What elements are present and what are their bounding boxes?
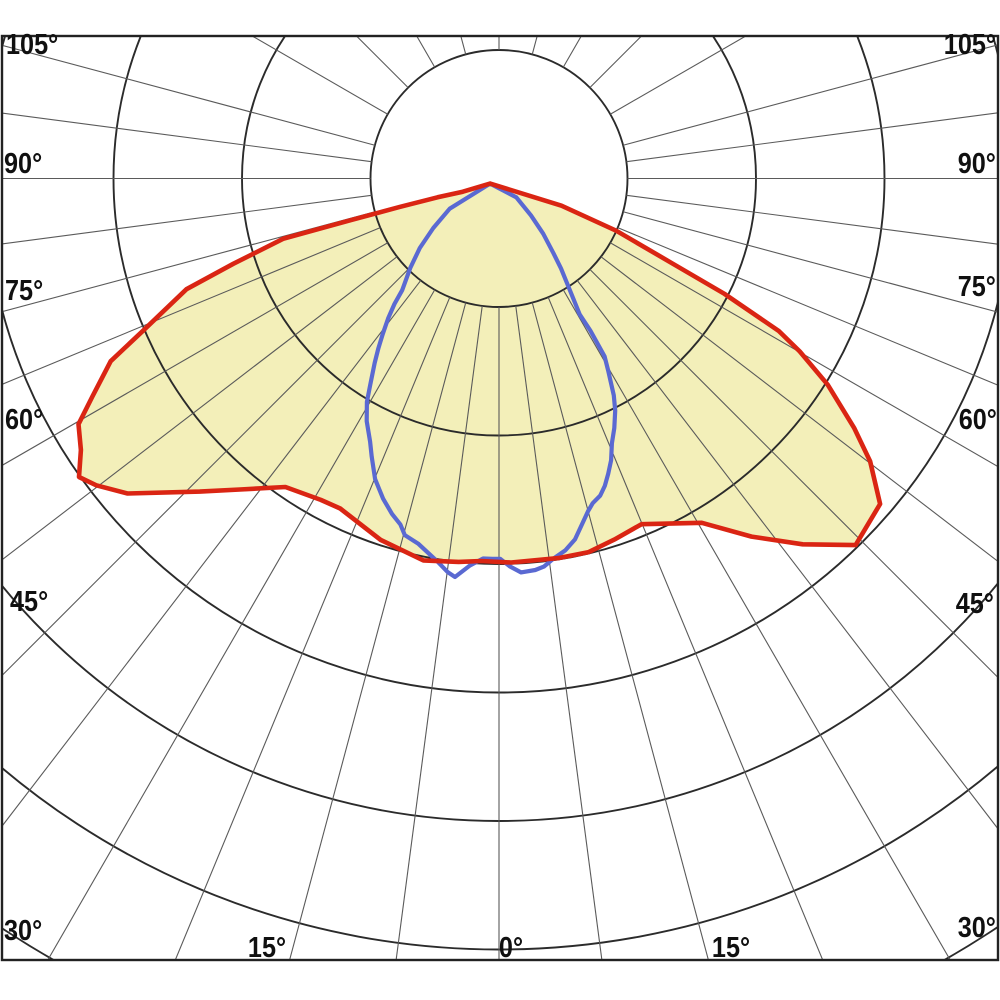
angle-label-left-60: 60°	[5, 404, 44, 436]
angle-label-bottom-0: 0°	[498, 932, 524, 964]
angle-label-bottom-15-right: 15°	[711, 932, 751, 964]
angle-label-left-105: 105°	[6, 29, 59, 61]
red-curve	[76, 181, 883, 565]
angle-label-right-105: 105°	[943, 29, 996, 61]
angle-label-right-30: 30°	[957, 912, 996, 944]
plot-border	[0, 34, 1000, 962]
angle-label-left-30: 30°	[4, 915, 43, 947]
blue-curve	[364, 181, 618, 580]
angle-label-right-45: 45°	[955, 588, 994, 620]
angle-label-left-90: 90°	[4, 148, 43, 180]
angle-label-right-75: 75°	[957, 271, 996, 303]
angle-label-right-60: 60°	[958, 404, 997, 436]
beam-fill	[78, 183, 881, 563]
angle-label-left-75: 75°	[5, 275, 44, 307]
angle-label-right-90: 90°	[957, 148, 996, 180]
angle-label-left-45: 45°	[10, 586, 49, 618]
angle-label-bottom-15-left: 15°	[247, 932, 287, 964]
